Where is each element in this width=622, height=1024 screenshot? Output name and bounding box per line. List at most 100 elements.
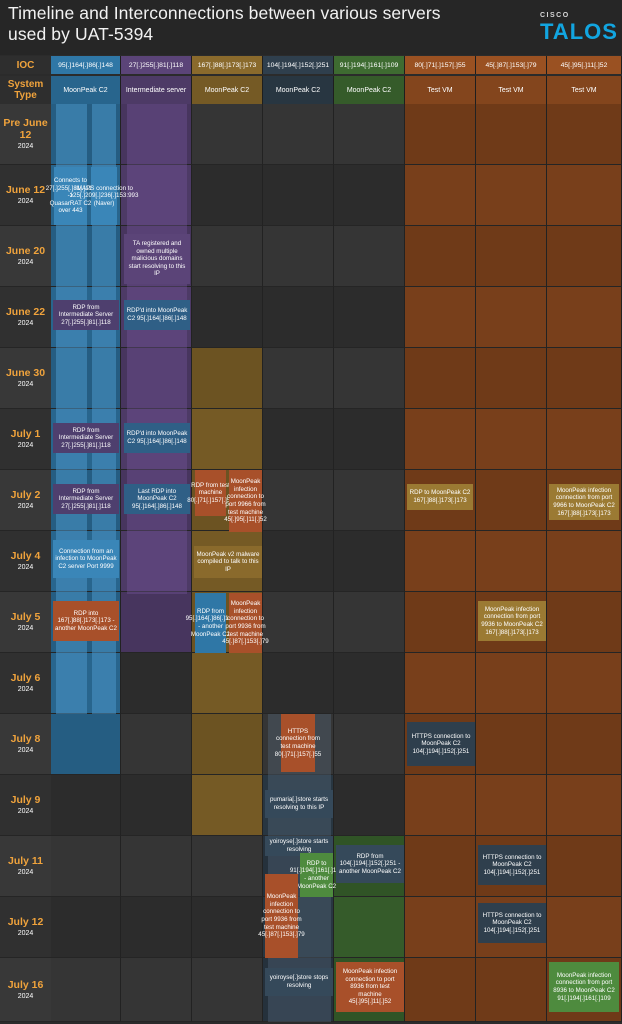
ioc-cell-1: 95[.]164[.]86[.]148 xyxy=(51,56,121,74)
event-09: Last RDP into MoonPeak C2 95[.]164[.]86[… xyxy=(124,484,190,514)
row-label-5: June 30 2024 xyxy=(0,348,51,409)
row-year: 2024 xyxy=(17,381,34,388)
row-date: July 6 xyxy=(10,672,41,684)
row-year: 2024 xyxy=(17,992,34,1000)
grid-cell xyxy=(476,531,547,592)
ioc-cell-3: 167[.]88[.]173[.]173 xyxy=(192,56,263,74)
grid-cell xyxy=(192,165,263,226)
row-date: July 5 xyxy=(10,611,41,623)
row-label-7: July 2 2024 xyxy=(0,470,51,531)
system-type-header-label: System Type xyxy=(0,76,51,104)
system-type-cell-1: MoonPeak C2 xyxy=(51,76,121,104)
row-date: July 8 xyxy=(10,733,41,745)
event-11: MoonPeak infection connection to port 99… xyxy=(224,470,267,532)
row-date: July 2 xyxy=(10,489,41,501)
row-date: June 30 xyxy=(5,367,46,379)
grid-cell xyxy=(476,226,547,287)
row-label-9: July 5 2024 xyxy=(0,592,51,653)
event-18: MoonPeak infection connection to port 99… xyxy=(222,593,269,653)
grid-cell xyxy=(121,592,192,653)
ioc-cell-7: 45[.]87[.]153[.]79 xyxy=(476,56,547,74)
talos-logo: CISCO TALOS xyxy=(540,12,620,46)
grid-cell xyxy=(405,409,476,470)
row-label-3: June 20 2024 xyxy=(0,226,51,287)
event-15: MoonPeak v2 malware compiled to talk to … xyxy=(194,546,262,578)
grid-cell xyxy=(547,531,622,592)
row-year: 2024 xyxy=(17,259,34,266)
row-label-6: July 1 2024 xyxy=(0,409,51,470)
event-30: MoonPeak infection connection to port 89… xyxy=(336,962,404,1012)
event-04: RDP from Intermediate Server 27[.]255[.]… xyxy=(53,300,119,330)
grid-cell xyxy=(547,653,622,714)
grid-cell xyxy=(476,348,547,409)
header-banner: Timeline and Interconnections between va… xyxy=(0,0,622,55)
grid-cell xyxy=(263,531,334,592)
row-date: June 20 xyxy=(5,245,46,257)
grid-cell xyxy=(263,104,334,165)
event-02: IMAPS connection to 125[.]209[.]236[.]15… xyxy=(70,167,138,225)
grid-cell xyxy=(547,592,622,653)
row-year: 2024 xyxy=(17,747,34,754)
grid-cell xyxy=(192,714,263,775)
grid-cell xyxy=(192,897,263,958)
event-08: RDP from Intermediate Server 27[.]255[.]… xyxy=(53,484,119,514)
event-14: Connection from an infection to MoonPeak… xyxy=(53,540,119,578)
grid-cell xyxy=(405,348,476,409)
event-24: RDP to 91[.]194[.]161[.]109 - another Mo… xyxy=(290,853,343,897)
event-07: RDP'd into MoonPeak C2 95[.]164[.]86[.]1… xyxy=(124,423,190,453)
grid-cell xyxy=(476,287,547,348)
row-date: June 22 xyxy=(5,306,46,318)
grid-cell xyxy=(547,836,622,897)
row-label-8: July 4 2024 xyxy=(0,531,51,592)
grid-cell xyxy=(334,409,405,470)
system-type-cell-6: Test VM xyxy=(405,76,476,104)
event-20: HTTPS connection from test machine 80[.]… xyxy=(275,714,321,772)
grid-cell xyxy=(121,531,192,592)
event-06: RDP from Intermediate Server 27[.]255[.]… xyxy=(53,423,119,453)
active-strip xyxy=(127,104,187,594)
ioc-header-label: IOC xyxy=(0,56,51,74)
grid-cell xyxy=(192,836,263,897)
system-type-cell-3: MoonPeak C2 xyxy=(192,76,263,104)
row-year: 2024 xyxy=(17,869,34,876)
row-label-10: July 6 2024 xyxy=(0,653,51,714)
event-25: RDP from 104[.]194[.]152[.]251 - another… xyxy=(336,845,404,883)
grid-cell xyxy=(263,226,334,287)
grid-cell xyxy=(192,287,263,348)
grid-cell xyxy=(476,409,547,470)
event-12: RDP to MoonPeak C2 167[.]88[.]173[.]173 xyxy=(407,484,473,510)
ioc-cell-6: 80[.]71[.]157[.]55 xyxy=(405,56,476,74)
grid-cell xyxy=(192,958,263,1022)
grid-cell xyxy=(51,958,121,1022)
grid-cell xyxy=(405,165,476,226)
grid-cell xyxy=(263,592,334,653)
grid-cell xyxy=(476,470,547,531)
row-label-13: July 11 2024 xyxy=(0,836,51,897)
system-type-cell-4: MoonPeak C2 xyxy=(263,76,334,104)
grid-cell xyxy=(51,775,121,836)
grid-cell xyxy=(547,104,622,165)
grid-cell xyxy=(334,165,405,226)
event-03: TA registered and owned multiple malicio… xyxy=(124,234,190,284)
row-date: July 1 xyxy=(10,428,41,440)
ioc-cell-2: 27[.]255[.]81[.]118 xyxy=(121,56,192,74)
grid-cell xyxy=(334,714,405,775)
row-label-14: July 12 2024 xyxy=(0,897,51,958)
grid-cell xyxy=(121,775,192,836)
row-date: July 9 xyxy=(10,794,41,806)
row-year: 2024 xyxy=(17,930,34,937)
grid-cell xyxy=(51,836,121,897)
row-label-15: July 16 2024 xyxy=(0,958,51,1022)
grid-cell xyxy=(547,165,622,226)
row-label-12: July 9 2024 xyxy=(0,775,51,836)
grid-cell xyxy=(263,165,334,226)
event-01: Connects to 27[.]255[.]81[.]118 -> Quasa… xyxy=(46,167,95,225)
event-17: RDP from 95[.]164[.]86[.]148 - another M… xyxy=(186,593,235,653)
event-26: HTTPS connection to MoonPeak C2 104[.]19… xyxy=(478,845,546,885)
grid-cell xyxy=(263,409,334,470)
grid-cell xyxy=(121,897,192,958)
grid-cell xyxy=(405,226,476,287)
grid-cell xyxy=(547,287,622,348)
grid-cell xyxy=(121,348,192,409)
event-16: RDP into 167[.]88[.]173[.]173 - another … xyxy=(53,601,119,641)
